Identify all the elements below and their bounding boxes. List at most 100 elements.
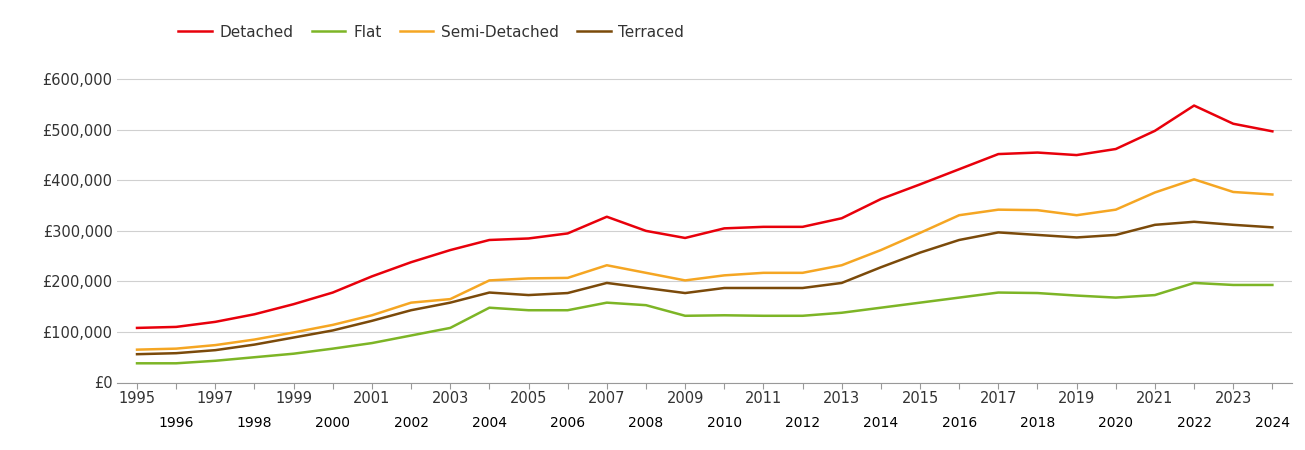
Flat bbox=[873, 305, 889, 310]
Flat bbox=[599, 300, 615, 306]
Terraced bbox=[834, 280, 850, 286]
Detached bbox=[168, 324, 184, 329]
Terraced bbox=[990, 230, 1006, 235]
Terraced bbox=[207, 347, 223, 353]
Flat bbox=[756, 313, 771, 319]
Semi-Detached bbox=[286, 330, 301, 335]
Detached bbox=[599, 214, 615, 220]
Flat bbox=[482, 305, 497, 310]
Detached bbox=[286, 302, 301, 307]
Semi-Detached bbox=[560, 275, 576, 281]
Terraced bbox=[599, 280, 615, 286]
Detached bbox=[1225, 121, 1241, 126]
Semi-Detached bbox=[168, 346, 184, 351]
Detached bbox=[442, 248, 458, 253]
Semi-Detached bbox=[207, 342, 223, 348]
Flat bbox=[1225, 282, 1241, 288]
Flat bbox=[442, 325, 458, 331]
Flat bbox=[834, 310, 850, 315]
Semi-Detached bbox=[1069, 212, 1084, 218]
Detached bbox=[756, 224, 771, 230]
Terraced bbox=[1225, 222, 1241, 228]
Semi-Detached bbox=[1186, 177, 1202, 182]
Detached bbox=[834, 216, 850, 221]
Detached bbox=[560, 231, 576, 236]
Terraced bbox=[677, 290, 693, 296]
Semi-Detached bbox=[1147, 190, 1163, 195]
Terraced bbox=[873, 265, 889, 270]
Detached bbox=[247, 311, 262, 317]
Semi-Detached bbox=[599, 262, 615, 268]
Flat bbox=[247, 355, 262, 360]
Detached bbox=[912, 182, 928, 187]
Detached bbox=[403, 260, 419, 265]
Terraced bbox=[286, 335, 301, 340]
Terraced bbox=[912, 250, 928, 255]
Detached bbox=[873, 196, 889, 202]
Semi-Detached bbox=[756, 270, 771, 275]
Flat bbox=[1108, 295, 1124, 300]
Terraced bbox=[1030, 232, 1045, 238]
Detached bbox=[716, 225, 732, 231]
Flat bbox=[795, 313, 810, 319]
Flat bbox=[129, 360, 145, 366]
Flat bbox=[1147, 292, 1163, 298]
Detached bbox=[207, 319, 223, 324]
Detached bbox=[1030, 150, 1045, 155]
Detached bbox=[129, 325, 145, 331]
Flat bbox=[677, 313, 693, 319]
Detached bbox=[951, 166, 967, 172]
Detached bbox=[482, 237, 497, 243]
Semi-Detached bbox=[403, 300, 419, 306]
Semi-Detached bbox=[638, 270, 654, 275]
Terraced bbox=[795, 285, 810, 291]
Terraced bbox=[951, 237, 967, 243]
Semi-Detached bbox=[521, 276, 536, 281]
Flat bbox=[638, 302, 654, 308]
Terraced bbox=[1265, 225, 1280, 230]
Semi-Detached bbox=[325, 322, 341, 328]
Flat bbox=[325, 346, 341, 351]
Terraced bbox=[638, 285, 654, 291]
Terraced bbox=[247, 342, 262, 347]
Flat bbox=[364, 340, 380, 346]
Semi-Detached bbox=[1265, 192, 1280, 197]
Flat bbox=[716, 313, 732, 318]
Semi-Detached bbox=[129, 347, 145, 352]
Line: Flat: Flat bbox=[137, 283, 1272, 363]
Detached bbox=[638, 228, 654, 234]
Flat bbox=[1265, 282, 1280, 288]
Detached bbox=[990, 151, 1006, 157]
Detached bbox=[521, 236, 536, 241]
Line: Detached: Detached bbox=[137, 106, 1272, 328]
Terraced bbox=[482, 290, 497, 295]
Flat bbox=[403, 333, 419, 338]
Terraced bbox=[1147, 222, 1163, 228]
Semi-Detached bbox=[912, 230, 928, 236]
Semi-Detached bbox=[951, 212, 967, 218]
Line: Terraced: Terraced bbox=[137, 222, 1272, 354]
Semi-Detached bbox=[795, 270, 810, 275]
Terraced bbox=[1069, 235, 1084, 240]
Semi-Detached bbox=[716, 273, 732, 278]
Terraced bbox=[129, 351, 145, 357]
Terraced bbox=[716, 285, 732, 291]
Terraced bbox=[1108, 232, 1124, 238]
Flat bbox=[207, 358, 223, 364]
Detached bbox=[677, 235, 693, 241]
Semi-Detached bbox=[1108, 207, 1124, 212]
Terraced bbox=[168, 351, 184, 356]
Legend: Detached, Flat, Semi-Detached, Terraced: Detached, Flat, Semi-Detached, Terraced bbox=[172, 19, 690, 46]
Semi-Detached bbox=[442, 297, 458, 302]
Terraced bbox=[756, 285, 771, 291]
Detached bbox=[1265, 129, 1280, 134]
Detached bbox=[1147, 128, 1163, 134]
Terraced bbox=[442, 300, 458, 306]
Flat bbox=[168, 360, 184, 366]
Flat bbox=[521, 307, 536, 313]
Detached bbox=[325, 290, 341, 295]
Semi-Detached bbox=[1030, 207, 1045, 213]
Semi-Detached bbox=[834, 262, 850, 268]
Detached bbox=[1069, 153, 1084, 158]
Flat bbox=[912, 300, 928, 306]
